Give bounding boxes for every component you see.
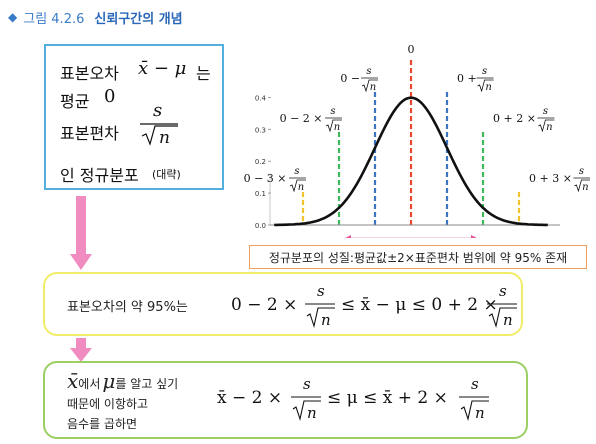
bot-num-2: s bbox=[471, 375, 479, 393]
fraction-numerator: s bbox=[543, 106, 548, 117]
marker-label: 0 − 2 × sn bbox=[280, 106, 342, 133]
y-tick-label: 0.3 bbox=[255, 126, 266, 134]
mid-num-1: s bbox=[317, 282, 325, 300]
marker-label-text: 0 bbox=[408, 43, 415, 56]
figure-caption: 신뢰구간의 개념 bbox=[94, 11, 183, 27]
sd-markers bbox=[301, 60, 521, 225]
marker-label: 0 + 3 × sn bbox=[529, 166, 590, 193]
y-axis: 0.0 0.1 0.2 0.3 0.4 bbox=[255, 94, 560, 230]
bot-text-2: 를 알고 싶기 bbox=[115, 377, 179, 391]
marker-label-text: 0 − 3 × bbox=[244, 172, 287, 185]
fraction-denominator: n bbox=[582, 182, 588, 193]
marker-label-text: 0 + 3 × bbox=[529, 172, 572, 185]
sqrt-icon bbox=[325, 119, 342, 133]
marker-label: 0 + 2 × sn bbox=[493, 106, 555, 133]
mid-inequality: 0 − 2 × s n ≤ x̄ − μ ≤ 0 + 2 × s n bbox=[231, 282, 517, 329]
confidence-interval-box: x̄ 에서 μ 를 알고 싶기 때문에 이항하고 음수를 곱하면 x̄ − 2 … bbox=[43, 361, 528, 439]
normal-distribution-chart: 0.00.10.20.30.4 0 − 3 ×sn0 − 2 ×sn0 −sn0… bbox=[244, 43, 590, 238]
mid-label: 표본오차의 약 95%는 bbox=[67, 300, 188, 315]
marker-label-text: 0 + bbox=[457, 72, 477, 85]
fraction-numerator: s bbox=[153, 100, 162, 121]
sqrt-icon bbox=[574, 179, 590, 193]
fraction-denominator: n bbox=[546, 122, 552, 133]
approx-note: (대략) bbox=[152, 168, 181, 181]
fraction-denominator: n bbox=[298, 182, 304, 193]
fraction-numerator: s bbox=[482, 66, 487, 77]
var-mu: μ bbox=[102, 369, 116, 393]
property-text: 정규분포의 성질:평균값±2×표준편차 범위에 약 95% 존재 bbox=[268, 250, 568, 265]
sd-fraction: s n bbox=[140, 100, 178, 148]
fraction-numerator: s bbox=[330, 106, 335, 117]
sqrt-icon bbox=[460, 400, 489, 422]
bot-line-2: 때문에 이항하고 bbox=[67, 397, 149, 411]
fraction-denominator: n bbox=[334, 122, 340, 133]
mid-den-1: n bbox=[321, 311, 331, 329]
sqrt-icon bbox=[361, 79, 378, 93]
arrowhead-left-icon bbox=[345, 235, 351, 238]
sqrt-icon bbox=[488, 307, 517, 329]
fraction-numerator: s bbox=[579, 166, 584, 177]
mid-den-2: n bbox=[503, 311, 513, 329]
marker-label-text: 0 + 2 × bbox=[493, 112, 536, 125]
marker-label: 0 bbox=[408, 43, 415, 56]
figure-title: ◆ 그림 4.2.6 신뢰구간의 개념 bbox=[8, 6, 183, 28]
ninety-five-percent-box: 표본오차의 약 95%는 0 − 2 × s n ≤ x̄ − μ ≤ 0 + … bbox=[43, 272, 523, 336]
arrowhead-right-icon bbox=[471, 235, 477, 238]
y-tick-label: 0.2 bbox=[255, 158, 266, 166]
bot-num-1: s bbox=[303, 375, 311, 393]
bot-text-1: 에서 bbox=[78, 377, 101, 391]
property-note: 정규분포의 성질:평균값±2×표준편차 범위에 약 95% 존재 bbox=[249, 245, 587, 269]
bot-den-2: n bbox=[475, 404, 485, 422]
marker-label: 0 + sn bbox=[457, 66, 494, 93]
fraction-denominator: n bbox=[159, 128, 170, 148]
y-tick-label: 0.1 bbox=[255, 190, 266, 198]
error-label: 표본오차 bbox=[60, 64, 119, 83]
range-arrow bbox=[345, 235, 477, 238]
fraction-denominator: n bbox=[485, 82, 491, 93]
diamond-icon: ◆ bbox=[8, 10, 18, 24]
y-tick-label: 0.0 bbox=[255, 222, 266, 230]
sqrt-icon bbox=[306, 307, 335, 329]
var-xbar: x̄ bbox=[67, 369, 79, 393]
topic-particle: 는 bbox=[196, 64, 211, 83]
bot-formula-left: x̄ − 2 × bbox=[217, 388, 282, 408]
bot-formula-right: ≤ μ ≤ x̄ + 2 × bbox=[327, 388, 448, 408]
mid-formula-right: ≤ x̄ − μ ≤ 0 + 2 × bbox=[341, 295, 498, 315]
bot-line-1: x̄ 에서 μ 를 알고 싶기 bbox=[67, 369, 178, 393]
fraction-numerator: s bbox=[294, 166, 299, 177]
density-curve bbox=[274, 96, 548, 227]
down-arrow-icon bbox=[70, 196, 92, 270]
marker-label: 0 − 3 × sn bbox=[244, 166, 306, 193]
sd-label: 표본편차 bbox=[60, 124, 119, 143]
mean-value: 0 bbox=[104, 86, 116, 107]
fraction-numerator: s bbox=[366, 66, 371, 77]
sampling-error-box: 표본오차 x̄ − μ 는 평균 0 표본편차 s n 인 정규분포 (대략) bbox=[44, 44, 224, 190]
y-tick-label: 0.4 bbox=[255, 94, 267, 102]
error-expression: x̄ − μ bbox=[138, 58, 187, 79]
marker-label-text: 0 − 2 × bbox=[280, 112, 323, 125]
down-arrow-icon bbox=[70, 338, 92, 362]
marker-label: 0 − sn bbox=[340, 66, 378, 93]
bot-inequality: x̄ − 2 × s n ≤ μ ≤ x̄ + 2 × s n bbox=[217, 375, 489, 422]
bot-den-1: n bbox=[307, 404, 317, 422]
mid-num-2: s bbox=[499, 282, 507, 300]
sqrt-icon bbox=[477, 79, 494, 93]
bot-line-3: 음수를 곱하면 bbox=[67, 417, 138, 431]
sqrt-icon bbox=[292, 400, 321, 422]
sqrt-icon bbox=[141, 125, 178, 146]
mid-formula-left: 0 − 2 × bbox=[231, 295, 297, 315]
marker-label-text: 0 − bbox=[340, 72, 360, 85]
sqrt-icon bbox=[289, 179, 306, 193]
mean-label: 평균 bbox=[60, 92, 90, 111]
sqrt-icon bbox=[538, 119, 555, 133]
distribution-label: 인 정규분포 bbox=[60, 166, 139, 185]
figure-number: 그림 4.2.6 bbox=[23, 11, 85, 27]
fraction-denominator: n bbox=[370, 82, 376, 93]
